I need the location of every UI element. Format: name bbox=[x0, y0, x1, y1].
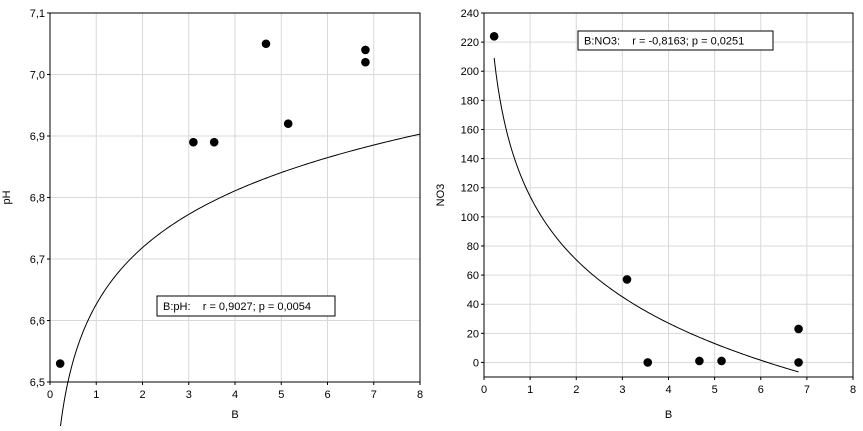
y-tick-label: 40 bbox=[467, 299, 479, 311]
data-point bbox=[717, 356, 726, 366]
data-point bbox=[189, 137, 198, 147]
x-tick-label: 5 bbox=[278, 389, 284, 401]
x-tick-label: 7 bbox=[804, 384, 810, 396]
y-tick-label: 100 bbox=[461, 212, 479, 224]
data-point bbox=[283, 119, 293, 128]
y-tick-label: 0 bbox=[473, 357, 479, 369]
y-tick-label: 200 bbox=[461, 66, 479, 78]
chart-panel-1: 0 1 2 3 4 5 6 7 8 6,5 6,6 6,7 6,8 6,9 7,0 7,1 B:pH: r = … bbox=[1, 8, 423, 429]
y-tick-label: 6,7 bbox=[30, 254, 45, 266]
y-tick-label: 20 bbox=[467, 328, 479, 340]
x-tick-label: 4 bbox=[665, 384, 671, 396]
x-tick-label: 2 bbox=[139, 389, 145, 401]
correlation-annotation: B:NO3: r = -0,8163; p = 0,0251 bbox=[577, 30, 774, 51]
y-tick-label: 7,1 bbox=[30, 8, 45, 20]
x-tick-label: 3 bbox=[186, 389, 192, 401]
data-point bbox=[55, 359, 65, 368]
x-tick-label: 8 bbox=[417, 389, 423, 401]
y-axis-label: NO3 bbox=[435, 184, 447, 207]
correlation-annotation: B:pH: r = 0,9027; p = 0,0054 bbox=[156, 295, 336, 317]
y-tick-label: 60 bbox=[467, 270, 479, 282]
fit-curve bbox=[59, 133, 421, 429]
x-tick-label: 2 bbox=[573, 384, 579, 396]
data-point bbox=[261, 39, 271, 49]
chart-panel-2: 0 1 2 3 4 5 6 7 80204060801001201401601802002202… bbox=[435, 8, 856, 421]
x-tick-label: 8 bbox=[850, 384, 856, 396]
y-tick-label: 6,9 bbox=[30, 131, 45, 143]
y-tick-label: 80 bbox=[467, 241, 479, 253]
annotation-text: B:NO3: r = -0,8163; p = 0,0251 bbox=[584, 36, 744, 48]
y-tick-label: 6,6 bbox=[30, 316, 45, 328]
annotation-text: B:pH: r = 0,9027; p = 0,0054 bbox=[163, 301, 311, 313]
data-point bbox=[361, 45, 370, 55]
x-tick-label: 1 bbox=[527, 384, 533, 396]
x-tick-label: 5 bbox=[712, 384, 718, 396]
annotation-box bbox=[156, 295, 336, 317]
annotation-box bbox=[577, 30, 774, 51]
x-tick-label: 6 bbox=[758, 384, 764, 396]
data-point bbox=[794, 324, 803, 334]
x-tick-label: 1 bbox=[93, 389, 99, 401]
x-tick-label: 4 bbox=[232, 389, 238, 401]
y-tick-label: 240 bbox=[461, 8, 479, 20]
x-tick-label: 6 bbox=[324, 389, 330, 401]
x-tick-label: 0 bbox=[481, 384, 487, 396]
y-tick-label: 180 bbox=[461, 95, 479, 107]
data-point bbox=[361, 57, 370, 67]
plot-frame bbox=[49, 12, 421, 383]
x-tick-label: 7 bbox=[371, 389, 377, 401]
y-axis-label: pH bbox=[1, 190, 13, 204]
y-tick-label: 160 bbox=[461, 124, 479, 136]
y-tick-label: 6,8 bbox=[30, 193, 45, 205]
y-tick-label: 140 bbox=[461, 154, 479, 166]
x-tick-label: 3 bbox=[619, 384, 625, 396]
y-tick-label: 120 bbox=[461, 183, 479, 195]
data-point bbox=[489, 31, 499, 41]
plot-frame bbox=[483, 12, 854, 378]
y-tick-label: 6,5 bbox=[30, 377, 45, 389]
y-tick-label: 220 bbox=[461, 37, 479, 49]
data-point bbox=[794, 358, 803, 367]
x-tick-label: 0 bbox=[47, 389, 53, 401]
fit-curve bbox=[493, 57, 799, 373]
data-point bbox=[643, 358, 653, 367]
data-point bbox=[695, 356, 704, 366]
y-tick-label: 7,0 bbox=[30, 70, 45, 82]
x-axis-label: B bbox=[665, 409, 672, 421]
data-point bbox=[209, 137, 219, 147]
data-point bbox=[622, 275, 632, 284]
x-axis-label: B bbox=[231, 409, 238, 421]
